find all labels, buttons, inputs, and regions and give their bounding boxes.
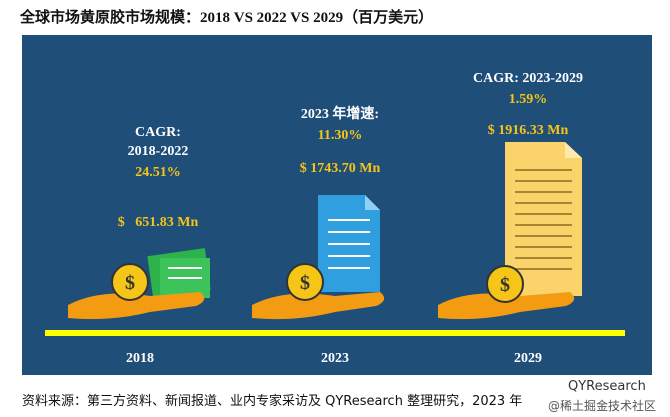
svg-text:$: $ [500,274,510,296]
market-value: $ 1916.33 Mn [488,123,569,138]
cagr-period: 2018-2022 [128,144,189,159]
icon-document: $ [438,142,582,320]
market-value: $ 651.83 Mn [118,215,199,230]
timeline [45,330,625,336]
title: 全球市场黄原胶市场规模：2018 VS 2022 VS 2029（百万美元） [19,8,433,26]
cagr-label: CAGR: [135,125,181,140]
svg-text:$: $ [300,272,310,294]
watermark: @稀土掘金技术社区 [548,398,656,413]
brand: QYResearch [568,379,646,394]
year-label: 2029 [514,351,542,366]
cagr-label: CAGR: 2023-2029 [473,71,583,86]
svg-text:$: $ [125,272,135,294]
source-note: 资料来源：第三方资料、新闻报道、业内专家采访及 QYResearch 整理研究，… [22,393,522,409]
icon-money: $ [68,248,211,320]
year-label: 2023 [321,351,349,366]
growth-rate: 24.51% [135,165,181,180]
year-label: 2018 [126,351,154,366]
icon-document: $ [252,195,385,320]
growth-rate: 1.59% [509,92,548,107]
growth-label: 2023 年增速: [301,105,379,122]
market-value: $ 1743.70 Mn [300,161,381,176]
growth-rate: 11.30% [318,128,363,143]
